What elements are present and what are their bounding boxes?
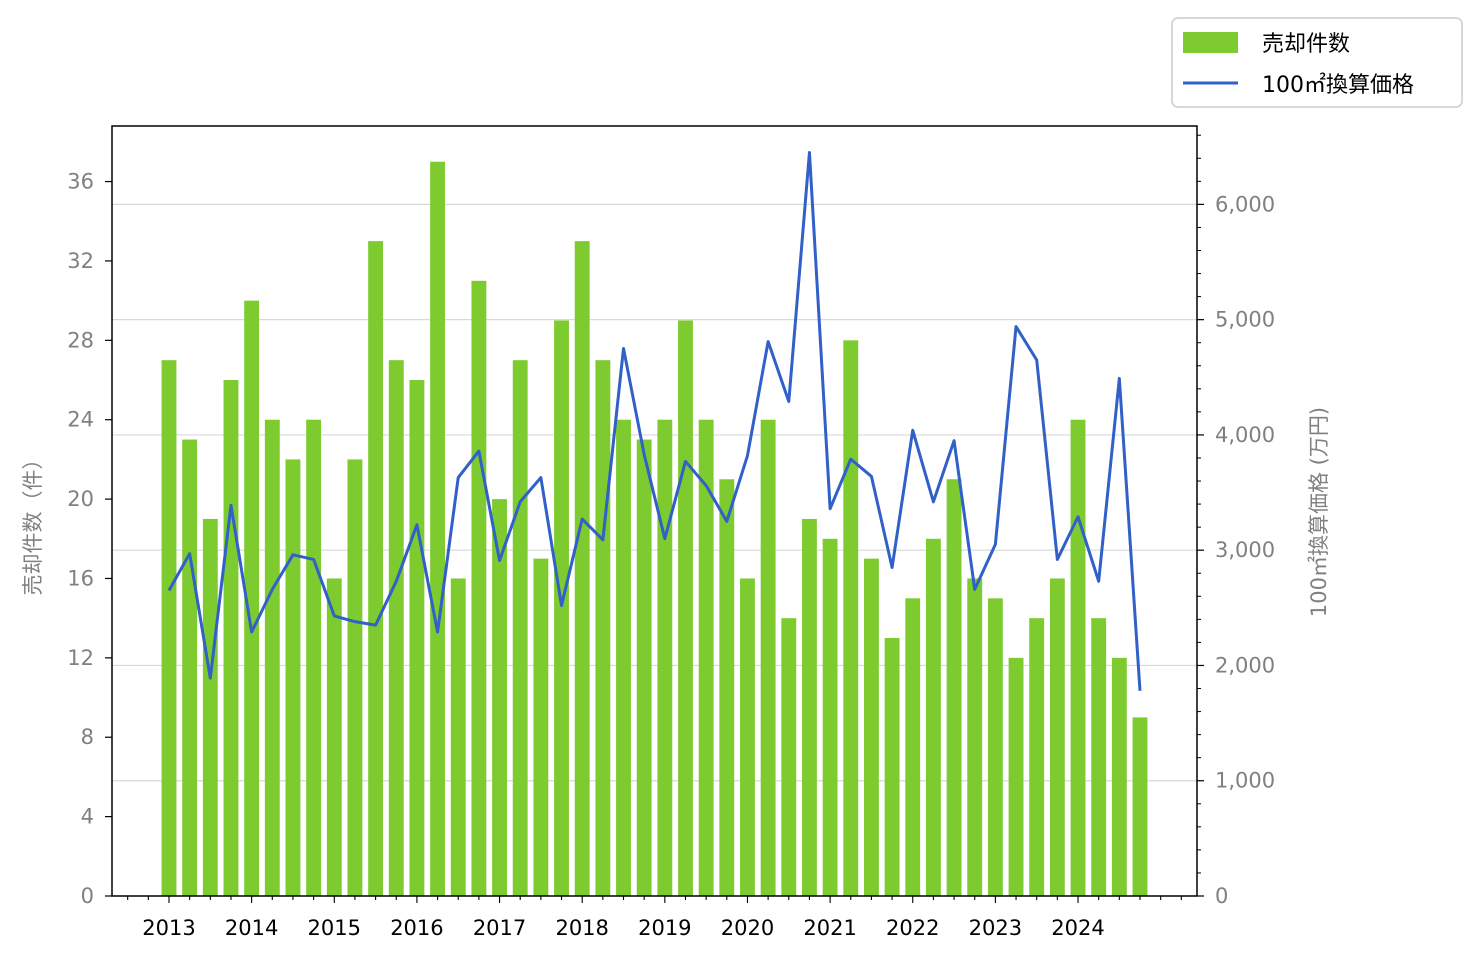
legend-swatch-bar: [1183, 32, 1238, 53]
bar: [533, 559, 548, 896]
bar: [347, 459, 362, 896]
right-axis-title: 100㎡換算価格 (万円): [1307, 407, 1331, 617]
legend-label-bar: 売却件数: [1262, 32, 1350, 57]
x-tick-label: 2019: [638, 916, 691, 940]
bar: [678, 320, 693, 896]
left-axis-title: 売却件数（件）: [21, 449, 45, 596]
x-tick-label: 2014: [225, 916, 278, 940]
bar: [699, 420, 714, 896]
bar: [885, 638, 900, 896]
x-tick-label: 2024: [1051, 916, 1104, 940]
left-tick-label: 36: [67, 170, 94, 194]
bar: [864, 559, 879, 896]
bar: [823, 539, 838, 896]
left-tick-label: 16: [67, 566, 94, 590]
bar-series: [162, 162, 1148, 896]
legend: 売却件数 100㎡換算価格: [1172, 18, 1462, 107]
legend-label-line: 100㎡換算価格: [1262, 72, 1414, 98]
x-tick-label: 2022: [886, 916, 939, 940]
bar: [657, 420, 672, 896]
left-tick-label: 4: [81, 805, 94, 829]
left-tick-label: 28: [67, 328, 94, 352]
bar: [554, 320, 569, 896]
bar: [926, 539, 941, 896]
left-tick-label: 0: [81, 884, 94, 908]
right-tick-label: 0: [1215, 884, 1228, 908]
right-tick-label: 4,000: [1215, 423, 1275, 447]
left-axis: 0 4 8 12 16 20 24 28 32 36: [67, 170, 112, 908]
bar: [306, 420, 321, 896]
bar: [451, 578, 466, 896]
bar: [327, 578, 342, 896]
bar: [781, 618, 796, 896]
bar: [389, 360, 404, 896]
bar: [719, 479, 734, 896]
left-tick-label: 8: [81, 725, 94, 749]
bar: [616, 420, 631, 896]
bar: [1009, 658, 1024, 896]
x-tick-label: 2017: [473, 916, 526, 940]
bar: [368, 241, 383, 896]
right-tick-label: 2,000: [1215, 653, 1275, 677]
bar: [471, 281, 486, 896]
left-tick-label: 12: [67, 646, 94, 670]
bar: [761, 420, 776, 896]
bar: [595, 360, 610, 896]
bar: [1133, 717, 1148, 896]
bar: [224, 380, 239, 896]
bar: [988, 598, 1003, 896]
bar: [740, 578, 755, 896]
bar: [513, 360, 528, 896]
right-tick-label: 1,000: [1215, 769, 1275, 793]
bar: [967, 578, 982, 896]
x-tick-label: 2020: [721, 916, 774, 940]
bar: [843, 340, 858, 896]
bar: [162, 360, 177, 896]
left-tick-label: 24: [67, 408, 94, 432]
left-tick-label: 32: [67, 249, 94, 273]
bar: [286, 459, 301, 896]
bar: [1091, 618, 1106, 896]
x-tick-label: 2016: [390, 916, 443, 940]
x-tick-label: 2018: [555, 916, 608, 940]
right-axis: 0 1,000 2,000 3,000 4,000 5,000 6,000: [1197, 135, 1275, 908]
right-tick-label: 6,000: [1215, 192, 1275, 216]
right-tick-label: 5,000: [1215, 308, 1275, 332]
bar: [802, 519, 817, 896]
bar: [203, 519, 218, 896]
x-tick-label: 2021: [803, 916, 856, 940]
right-tick-label: 3,000: [1215, 538, 1275, 562]
x-tick-label: 2015: [308, 916, 361, 940]
bar: [430, 162, 445, 896]
bar: [1112, 658, 1127, 896]
bar: [575, 241, 590, 896]
bar: [1029, 618, 1044, 896]
bar: [947, 479, 962, 896]
bar: [905, 598, 920, 896]
bar: [1071, 420, 1086, 896]
left-tick-label: 20: [67, 487, 94, 511]
x-tick-label: 2023: [969, 916, 1022, 940]
x-tick-label: 2013: [142, 916, 195, 940]
bar: [182, 440, 197, 896]
bar: [1050, 578, 1065, 896]
bar: [265, 420, 280, 896]
bar: [409, 380, 424, 896]
x-axis: 2013 2014 2015 2016 2017 2018 2019 2020 2021 2022…: [128, 896, 1182, 940]
bar: [637, 440, 652, 896]
